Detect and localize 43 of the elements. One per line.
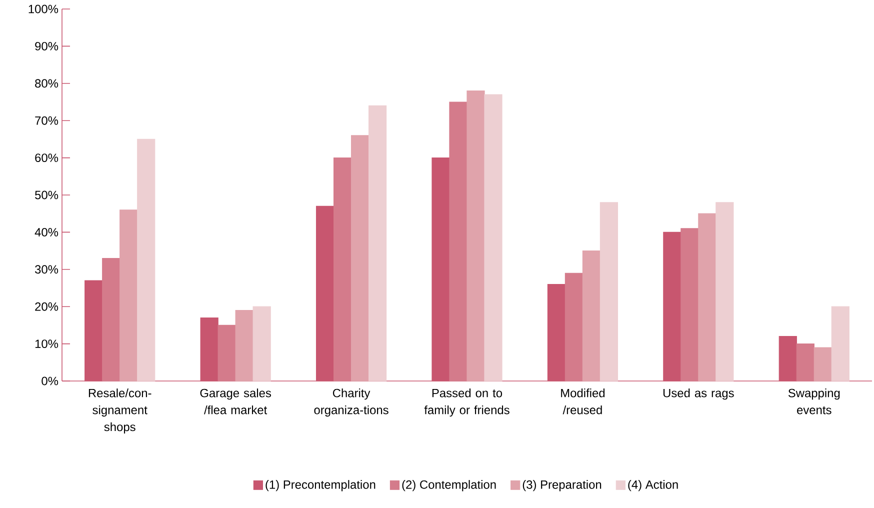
x-tick-label: Passed on to family or friends bbox=[424, 388, 510, 417]
y-tick-label: 20% bbox=[35, 302, 58, 311]
bar bbox=[796, 344, 814, 382]
y-tick-label: 80% bbox=[35, 79, 58, 88]
bar bbox=[218, 324, 236, 382]
x-tick-label: Modified /reused bbox=[561, 388, 605, 414]
bar bbox=[600, 202, 618, 382]
y-tick-label: 30% bbox=[35, 265, 58, 274]
bar bbox=[333, 157, 352, 382]
bar bbox=[350, 135, 370, 382]
bar bbox=[235, 310, 254, 382]
bar bbox=[449, 102, 468, 382]
bar bbox=[102, 258, 120, 382]
y-tick-label: 100% bbox=[28, 4, 58, 14]
bar bbox=[831, 306, 850, 382]
bar bbox=[564, 272, 584, 382]
bar bbox=[252, 306, 271, 382]
x-tick-label: Garage sales /flea market bbox=[200, 388, 272, 414]
x-tick-label: Resale/con-signament shops bbox=[88, 388, 152, 434]
bar bbox=[698, 213, 716, 382]
bar bbox=[120, 210, 138, 382]
bar bbox=[466, 90, 485, 382]
y-tick-label: 0% bbox=[42, 376, 58, 386]
bar bbox=[716, 202, 734, 382]
bar bbox=[368, 105, 387, 382]
bar bbox=[137, 138, 156, 382]
bar bbox=[814, 347, 832, 382]
bar bbox=[484, 94, 502, 382]
y-tick-label: 90% bbox=[35, 42, 58, 50]
x-tick-label: Swapping events bbox=[788, 388, 840, 414]
y-tick-label: 10% bbox=[35, 340, 58, 348]
legend-label: (1) Precontemplation bbox=[266, 480, 376, 492]
legend-label: (4) Action bbox=[628, 480, 678, 492]
x-tick-label: Used as rags bbox=[663, 388, 734, 400]
bar bbox=[582, 250, 601, 382]
x-tick-label: Charity organiza-tions bbox=[314, 388, 388, 417]
y-tick-label: 60% bbox=[35, 154, 58, 162]
bar bbox=[680, 228, 699, 382]
y-tick-label: 40% bbox=[34, 228, 58, 236]
legend-label: (3) Preparation bbox=[522, 480, 602, 492]
y-tick-label: 50% bbox=[35, 190, 58, 200]
y-tick-label: 70% bbox=[35, 116, 58, 125]
legend-label: (2) Contemplation bbox=[402, 480, 496, 492]
